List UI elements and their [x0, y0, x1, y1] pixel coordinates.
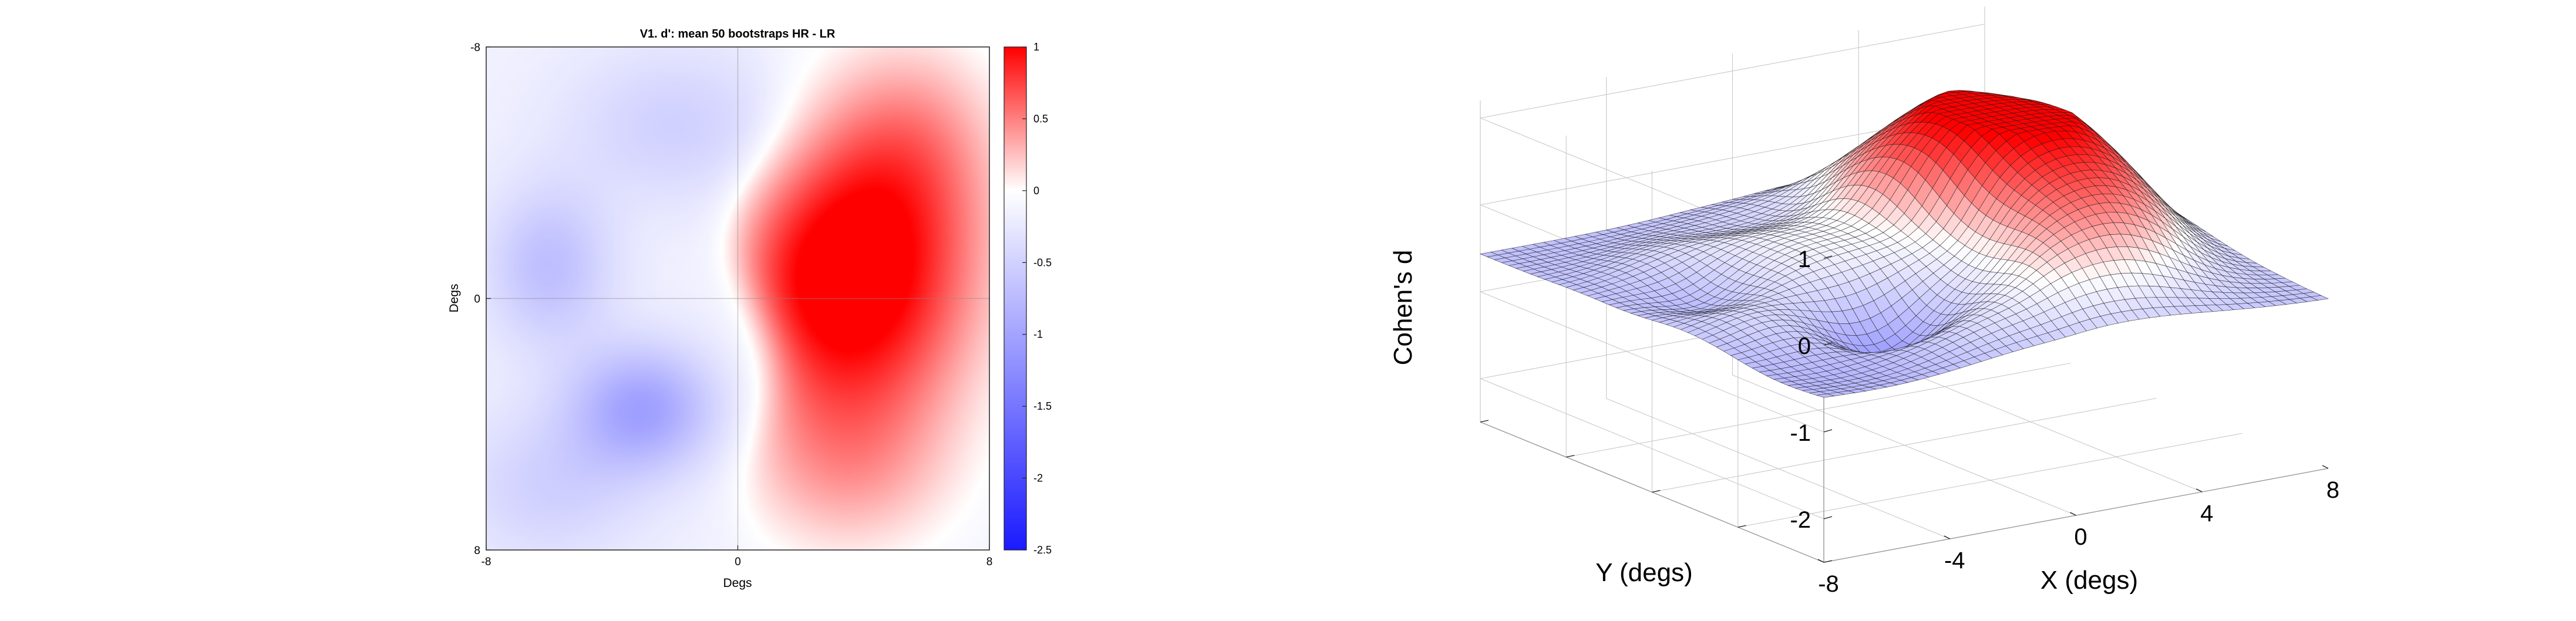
surface-panel: 1 0 -1 -2 -8 -4 0 4 8 Cohen's d X (degs) Y (deg… [1389, 6, 2339, 597]
surface-zlabel: Cohen's d [1389, 250, 1417, 366]
surface-z-tick [1823, 516, 1833, 519]
surface-x-tick-label: 4 [2200, 501, 2213, 526]
heatmap-title: V1. d': mean 50 bootstraps HR - LR [640, 28, 836, 41]
heatmap-x-tick-label: 8 [986, 556, 993, 568]
heatmap-y-tick-label: 8 [474, 545, 480, 557]
surface-y-tick [1480, 420, 1489, 423]
surface-z-tick-label: -2 [1790, 507, 1811, 533]
heatmap-x-tick-label: -8 [481, 556, 491, 568]
colorbar [1004, 46, 1027, 551]
surface-y-tick [1652, 490, 1661, 493]
surface-grid-line [1737, 433, 2242, 528]
colorbar-tick-label: -2 [1033, 473, 1043, 484]
surface-x-tick [2322, 465, 2329, 469]
surface-x-tick [2070, 512, 2076, 516]
colorbar-tick-label: -1.5 [1033, 400, 1052, 412]
surface-z-tick-label: 0 [1798, 333, 1811, 359]
colorbar-tick-label: 0.5 [1033, 113, 1048, 124]
colorbar-tick-label: 1 [1033, 41, 1039, 53]
surface-x-tick [2196, 488, 2203, 492]
surface-z-tick-label: 1 [1798, 247, 1811, 272]
heatmap-x-axis: -8 0 8 [481, 545, 993, 568]
surface-x-axis: -8 -4 0 4 8 [1817, 465, 2339, 597]
heatmap-y-tick-label: 0 [474, 293, 480, 306]
colorbar-tick-label: 0 [1033, 185, 1039, 197]
surface-x-tick [1944, 535, 1951, 539]
heatmap-panel: V1. d': mean 50 bootstraps HR - LR -8 0 8 … [447, 28, 1052, 590]
surface-grid-line [1480, 291, 1824, 433]
surface-x-tick-label: 8 [2326, 477, 2339, 503]
surface-grid-line [1480, 378, 1824, 519]
heatmap-y-axis: -8 0 8 [470, 42, 491, 557]
heatmap-x-tick-label: 0 [735, 556, 741, 568]
heatmap-image [486, 47, 989, 550]
surface-z-tick [1823, 255, 1833, 259]
surface-z-tick [1823, 342, 1833, 346]
colorbar-ticks: 1 0.5 0 -0.5 -1 -1.5 -2 -2.5 [1022, 41, 1052, 556]
heatmap-y-tick-label: -8 [470, 42, 480, 54]
surface-mesh [1479, 90, 2329, 398]
colorbar-tick-label: -0.5 [1033, 256, 1052, 268]
surface-x-tick [1817, 559, 1824, 563]
surface-x-tick-label: -8 [1818, 571, 1839, 597]
surface-grid-line [1480, 23, 1985, 119]
heatmap-xlabel: Degs [723, 576, 752, 590]
surface-grid-line [1566, 363, 2071, 458]
surface-y-tick [1823, 560, 1833, 563]
heatmap-ylabel: Degs [447, 284, 461, 312]
surface-grid-line [1652, 397, 2157, 493]
surface-x-tick-label: -4 [1944, 548, 1965, 573]
surface-y-axis [1480, 420, 1833, 563]
surface-xlabel: X (degs) [2040, 566, 2138, 595]
surface-z-tick [1823, 429, 1833, 433]
surface-patch [1816, 393, 1834, 398]
colorbar-tick-label: -1 [1033, 329, 1043, 340]
surface-z-axis: 1 0 -1 -2 [1790, 247, 1833, 533]
surface-y-tick [1737, 525, 1746, 528]
surface-x-tick-label: 0 [2074, 524, 2087, 550]
colorbar-tick-label: -2.5 [1033, 544, 1052, 556]
surface-y-tick [1566, 455, 1575, 458]
surface-ylabel: Y (degs) [1595, 558, 1693, 587]
surface-z-tick-label: -1 [1790, 420, 1811, 446]
